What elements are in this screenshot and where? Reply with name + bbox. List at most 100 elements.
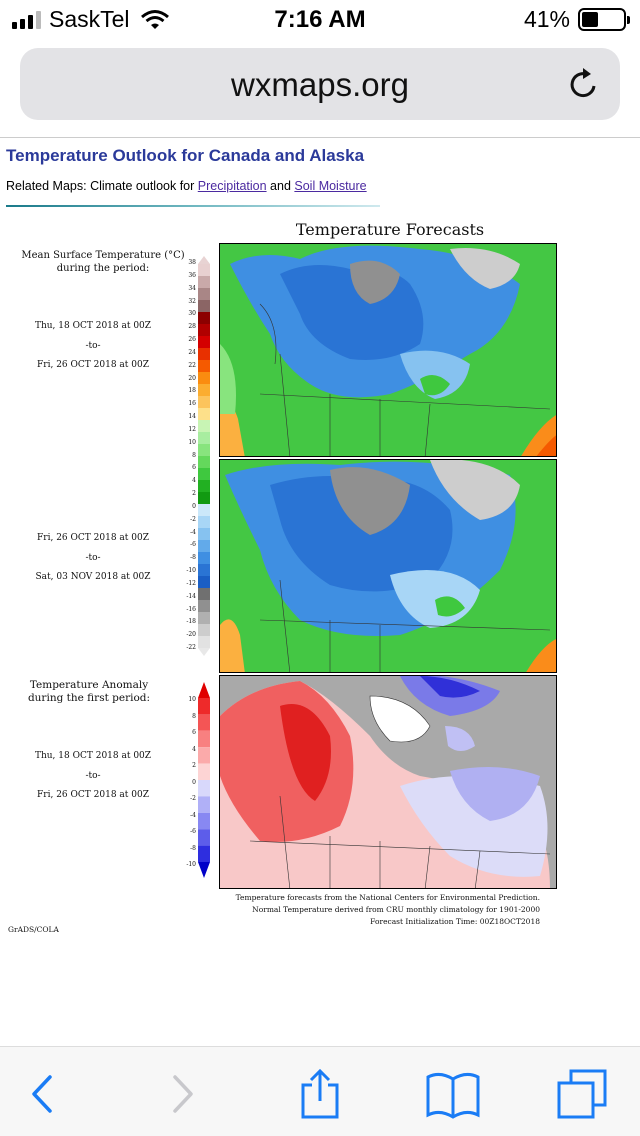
- anomaly-map: [219, 675, 557, 889]
- scale-tick-label: 6: [192, 729, 196, 736]
- carrier-indicator: SaskTel: [12, 6, 170, 33]
- panel1-to: -to-: [85, 340, 101, 351]
- scale-tick-label: -14: [186, 592, 196, 600]
- battery-icon: [578, 8, 630, 31]
- related-mid: and: [266, 179, 295, 193]
- scale-tick-label: 4: [192, 477, 196, 485]
- scale-tick-label: 22: [188, 361, 196, 369]
- scale-tick-label: 8: [192, 712, 196, 720]
- scale-tick-label: 34: [188, 284, 196, 292]
- scale-tick-label: -4: [190, 528, 196, 536]
- scale-tick-label: 0: [192, 778, 196, 786]
- chevron-right-icon[interactable]: [155, 1069, 205, 1119]
- divider-line: [6, 205, 380, 207]
- figure-title: Temperature Forecasts: [295, 220, 485, 239]
- software-credit: GrADS/COLA: [8, 925, 59, 934]
- panel2-dates: Fri, 26 OCT 2018 at 00Z -to- Sat, 03 NOV…: [8, 529, 178, 588]
- scale-tick-label: -2: [190, 795, 196, 802]
- scale-tick-label: 18: [188, 387, 196, 395]
- divider: [0, 137, 640, 138]
- panel1-label-line1: Mean Surface Temperature (°C): [21, 250, 185, 261]
- scale-tick-label: -18: [186, 618, 196, 626]
- scale-tick-label: 38: [188, 259, 196, 266]
- scale-tick-label: -8: [190, 844, 196, 852]
- panel2-start: Fri, 26 OCT 2018 at 00Z: [37, 533, 149, 543]
- scale-tick-label: 8: [192, 451, 196, 459]
- tabs-icon[interactable]: [557, 1069, 607, 1119]
- scale-tick-label: 28: [188, 323, 196, 331]
- panel1-dates: Thu, 18 OCT 2018 at 00Z -to- Fri, 26 OCT…: [8, 317, 178, 376]
- scale-tick-label: 12: [188, 425, 196, 433]
- scale-tick-label: -6: [190, 541, 196, 549]
- panel1-label-line2: during the period:: [56, 263, 150, 274]
- credit-line2: Normal Temperature derived from CRU mont…: [252, 905, 540, 914]
- panel3-label-line1: Temperature Anomaly: [29, 679, 149, 691]
- scale-tick-label: 30: [188, 310, 196, 318]
- scale-tick-label: 16: [188, 400, 196, 408]
- scale-tick-label: 6: [192, 464, 196, 472]
- anomaly-scale-ticks: 10 8 6 4 2 0 -2 -4 -6 -8 -10: [178, 696, 196, 868]
- share-icon[interactable]: [295, 1069, 345, 1119]
- related-maps: Related Maps: Climate outlook for Precip…: [6, 179, 367, 193]
- battery-indicator: 41%: [523, 6, 630, 33]
- scale-tick-label: 10: [188, 438, 196, 446]
- address-bar[interactable]: wxmaps.org: [20, 48, 620, 120]
- panel3-label: Temperature Anomaly during the first per…: [8, 679, 170, 705]
- panel3-start: Thu, 18 OCT 2018 at 00Z: [34, 751, 152, 761]
- scale-tick-label: 32: [188, 297, 196, 305]
- scale-tick-label: 36: [188, 271, 196, 279]
- panel2-to: -to-: [85, 552, 101, 563]
- panel1-start: Thu, 18 OCT 2018 at 00Z: [34, 321, 152, 331]
- precipitation-link[interactable]: Precipitation: [197, 179, 267, 193]
- battery-percent: 41%: [523, 6, 570, 32]
- scale-tick-label: 20: [188, 374, 196, 382]
- scale-tick-label: -10: [186, 861, 196, 868]
- panel3-label-line2: during the first period:: [27, 692, 151, 704]
- panel3-to: -to-: [85, 770, 101, 781]
- scale-tick-label: 10: [188, 696, 196, 703]
- reload-icon[interactable]: [566, 66, 602, 102]
- panel1-label: Mean Surface Temperature (°C) during the…: [8, 249, 198, 275]
- scale-tick-label: 4: [192, 745, 196, 753]
- scale-tick-label: -20: [186, 631, 196, 639]
- chevron-left-icon[interactable]: [20, 1069, 70, 1119]
- scale-tick-label: 24: [188, 348, 196, 356]
- status-bar: SaskTel 7:16 AM 41%: [0, 0, 640, 40]
- soil-moisture-link[interactable]: Soil Moisture: [294, 179, 367, 193]
- panel1-end: Fri, 26 OCT 2018 at 00Z: [37, 360, 149, 370]
- book-icon[interactable]: [425, 1069, 481, 1119]
- panel3-dates: Thu, 18 OCT 2018 at 00Z -to- Fri, 26 OCT…: [8, 747, 178, 806]
- panel3-end: Fri, 26 OCT 2018 at 00Z: [37, 790, 149, 800]
- scale-tick-label: -16: [186, 605, 196, 613]
- forecast-map-week2: [219, 459, 557, 673]
- url-text[interactable]: wxmaps.org: [231, 66, 409, 103]
- credit-line3: Forecast Initialization Time: 00Z18OCT20…: [370, 917, 540, 926]
- signal-icon: [12, 10, 41, 29]
- forecast-map-week1: [219, 243, 557, 457]
- scale-tick-label: -10: [186, 567, 196, 574]
- scale-tick-label: 2: [192, 490, 196, 497]
- related-prefix: Related Maps: Climate outlook for: [6, 179, 198, 193]
- anomaly-colorbar: [198, 682, 210, 878]
- scale-tick-label: 0: [192, 502, 196, 510]
- scale-tick-label: -22: [186, 644, 196, 651]
- page-title: Temperature Outlook for Canada and Alask…: [6, 146, 365, 165]
- panel2-end: Sat, 03 NOV 2018 at 00Z: [35, 572, 151, 582]
- credit-line1: Temperature forecasts from the National …: [235, 893, 540, 902]
- scale-tick-label: 2: [192, 762, 196, 769]
- scale-tick-label: 26: [188, 336, 196, 343]
- clock: 7:16 AM: [274, 6, 366, 33]
- scale-tick-label: -12: [186, 579, 196, 587]
- temperature-forecast-figure: Temperature Forecasts Mean Surface Tempe…: [0, 212, 570, 942]
- carrier-name: SaskTel: [49, 6, 130, 32]
- scale-tick-label: -2: [190, 515, 196, 523]
- scale-tick-label: 14: [188, 413, 196, 420]
- browser-toolbar: [0, 1046, 640, 1136]
- wifi-icon: [140, 9, 169, 29]
- figure-credits: Temperature forecasts from the National …: [236, 892, 540, 928]
- scale-tick-label: -4: [190, 811, 196, 819]
- scale-tick-label: -6: [190, 828, 196, 835]
- temperature-colorbar: [198, 256, 210, 656]
- scale-tick-label: -8: [190, 554, 196, 562]
- temperature-scale-ticks: 38 36 34 32 30 28 26 24 22 20 18 16 14 12 10 8 6 4 2 0 -2 -4-…: [178, 259, 196, 651]
